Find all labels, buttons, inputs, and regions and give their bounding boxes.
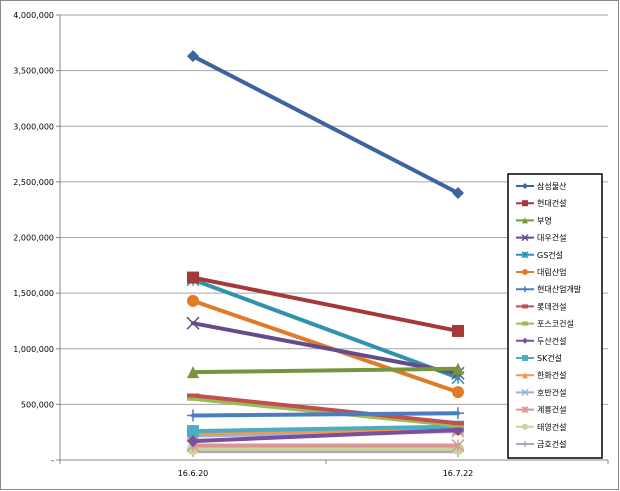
legend-label: 롯데건설: [537, 301, 566, 311]
y-tick-label: 500,000: [21, 400, 54, 409]
data-point: [452, 324, 464, 337]
data-point: [186, 316, 200, 330]
legend-label: 포스코건설: [537, 319, 574, 329]
legend-label: 호반건설: [537, 387, 566, 397]
legend-marker: [521, 406, 529, 414]
data-point: [451, 439, 465, 453]
legend-label: 한화건설: [537, 370, 566, 380]
series-line: [191, 277, 460, 380]
data-point: [187, 271, 199, 284]
legend-marker: [521, 388, 529, 396]
series-line: [191, 396, 460, 428]
data-point: [187, 396, 199, 401]
series-line: [191, 424, 460, 434]
legend-label: 두산건설: [537, 336, 566, 346]
legend-marker: [522, 355, 528, 361]
legend-marker: [522, 321, 528, 326]
legend-box: [507, 173, 603, 459]
y-tick-label: 3,000,000: [13, 122, 54, 131]
legend-label: 대우건설: [537, 233, 566, 243]
legend-marker: [522, 441, 528, 447]
data-point: [452, 386, 464, 399]
data-point: [452, 421, 464, 426]
legend-label: GS건설: [537, 250, 563, 260]
x-tick-label: 16.7.22: [443, 469, 474, 478]
legend-marker: [522, 286, 528, 293]
series-line: [191, 426, 460, 436]
legend-label: 현대건설: [537, 198, 566, 208]
legend-marker: [521, 234, 529, 242]
legend-marker: [522, 183, 528, 189]
y-tick-label: 1,000,000: [13, 345, 54, 354]
legend-marker: [521, 251, 529, 259]
y-tick-label: 1,500,000: [13, 289, 54, 298]
legend-marker: [522, 217, 528, 224]
y-tick-label: 4,000,000: [13, 11, 54, 20]
data-point: [187, 50, 199, 63]
series-line: [191, 393, 460, 426]
data-point: [187, 366, 199, 379]
legend-label: 태영건설: [537, 422, 566, 432]
legend-marker: [522, 269, 528, 275]
data-point: [187, 409, 199, 422]
data-point: [452, 423, 464, 428]
series-line: [191, 54, 460, 195]
legend-label: 현대산업개발: [537, 284, 582, 294]
legend-label: 대림산업: [537, 267, 566, 277]
legend-label: 금호건설: [537, 439, 566, 449]
series-line: [191, 275, 460, 333]
data-point: [187, 435, 199, 448]
legend-label: SK건설: [537, 353, 562, 363]
y-tick-label: 2,500,000: [13, 178, 54, 187]
data-point: [187, 294, 199, 307]
data-point: [187, 393, 199, 398]
y-tick-label: 3,500,000: [13, 67, 54, 76]
legend-label: 부영: [537, 215, 552, 225]
series-line: [191, 366, 460, 375]
data-point: [452, 187, 464, 199]
series-line: [191, 427, 460, 444]
legend-marker: [522, 304, 528, 309]
data-point: [187, 425, 199, 438]
legend-marker: [522, 200, 528, 207]
y-tick-label: 2,000,000: [13, 234, 54, 243]
legend-marker: [522, 423, 528, 430]
legend-marker: [522, 372, 528, 379]
y-tick-label: -: [51, 456, 54, 465]
series-line: [191, 321, 460, 376]
series-line: [191, 411, 460, 418]
legend-label: 삼성물산: [537, 181, 567, 191]
x-tick-label: 16.6.20: [178, 469, 209, 478]
data-point: [452, 407, 464, 420]
legend-marker: [522, 337, 528, 344]
legend-label: 계룡건설: [537, 405, 566, 415]
data-point: [452, 362, 464, 375]
